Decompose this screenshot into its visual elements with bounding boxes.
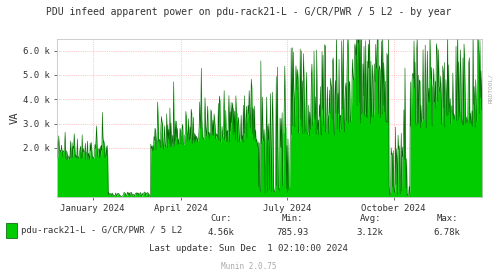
Text: 3.12k: 3.12k [357, 228, 384, 237]
Y-axis label: VA: VA [10, 111, 20, 124]
Text: PDU infeed apparent power on pdu-rack21-L - G/CR/PWR / 5 L2 - by year: PDU infeed apparent power on pdu-rack21-… [46, 7, 451, 17]
Text: pdu-rack21-L - G/CR/PWR / 5 L2: pdu-rack21-L - G/CR/PWR / 5 L2 [21, 226, 182, 235]
Text: Min:: Min: [281, 214, 303, 223]
Text: 785.93: 785.93 [276, 228, 308, 237]
Text: Avg:: Avg: [359, 214, 381, 223]
Text: RRDTOOL/: RRDTOOL/ [489, 73, 494, 103]
Text: Cur:: Cur: [210, 214, 232, 223]
Text: 6.78k: 6.78k [434, 228, 461, 237]
Text: Munin 2.0.75: Munin 2.0.75 [221, 262, 276, 271]
Text: Last update: Sun Dec  1 02:10:00 2024: Last update: Sun Dec 1 02:10:00 2024 [149, 244, 348, 253]
Text: 4.56k: 4.56k [208, 228, 235, 237]
Text: Max:: Max: [436, 214, 458, 223]
